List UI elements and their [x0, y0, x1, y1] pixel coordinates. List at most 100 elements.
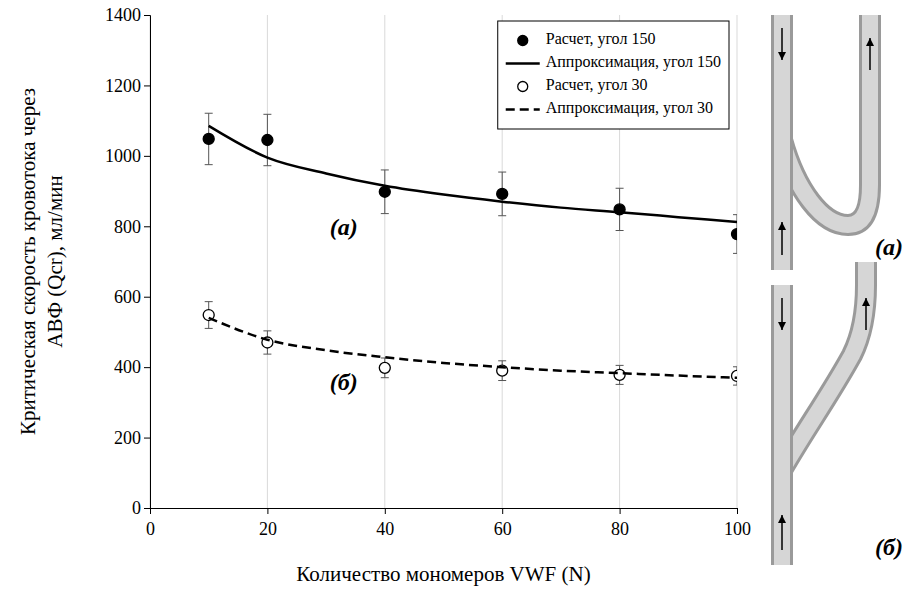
legend-item: Аппроксимация, угол 150	[506, 53, 721, 71]
fit-line	[209, 318, 737, 378]
legend-item: Расчет, угол 30	[518, 76, 648, 94]
x-tick: 80	[611, 508, 629, 539]
data-point	[614, 369, 625, 380]
x-tick: 60	[494, 508, 512, 539]
legend-label: Расчет, угол 150	[546, 30, 656, 48]
y-tick: 1400	[105, 5, 150, 25]
error-bar-cap	[733, 253, 737, 254]
error-bar-cap	[205, 301, 213, 302]
y-tick-label: 200	[114, 428, 141, 448]
y-tick-mark	[144, 297, 150, 298]
x-tick: 40	[376, 508, 394, 539]
flow-arrow-head	[778, 515, 786, 523]
plot-area	[203, 113, 737, 385]
error-bar-cap	[616, 384, 624, 385]
data-point	[732, 370, 738, 381]
error-bar-cap	[498, 215, 506, 216]
legend-item: Аппроксимация, угол 30	[506, 99, 713, 117]
legend: Расчет, угол 150 Аппроксимация, угол 150 Р…	[498, 21, 729, 129]
y-tick: 800	[114, 217, 150, 237]
y-tick-mark	[144, 85, 150, 86]
legend-frame	[498, 21, 729, 129]
legend-symbol	[518, 36, 528, 46]
x-tick-mark	[620, 508, 621, 514]
annotation: (б)	[330, 369, 358, 395]
error-bar-cap	[498, 172, 506, 173]
y-tick-mark	[144, 15, 150, 16]
data-point	[497, 188, 508, 199]
x-tick-mark	[502, 508, 503, 514]
diagram-label: (а)	[875, 234, 903, 260]
y-tick-label: 400	[114, 357, 141, 377]
x-tick-label: 0	[146, 519, 155, 539]
y-tick-label: 1200	[105, 76, 141, 96]
error-bar-cap	[733, 366, 737, 367]
error-bar-cap	[616, 365, 624, 366]
x-tick-mark	[267, 508, 268, 514]
x-axis-line	[151, 509, 738, 515]
grid-line	[267, 15, 268, 508]
grid-line	[384, 15, 385, 508]
y-tick-mark	[144, 226, 150, 227]
grid-line	[737, 15, 738, 508]
legend-item: Расчет, угол 150	[518, 30, 656, 48]
y-tick-mark	[144, 438, 150, 439]
error-bar-cap	[498, 360, 506, 361]
error-bar-cap	[616, 188, 624, 189]
error-bar-cap	[205, 328, 213, 329]
x-tick-label: 20	[259, 519, 277, 539]
flow-arrow-head	[866, 38, 874, 46]
error-bar-cap	[263, 114, 271, 115]
error-bar-cap	[263, 354, 271, 355]
x-tick-label: 40	[376, 519, 394, 539]
y-tick: 1200	[105, 76, 150, 96]
vessel	[782, 15, 870, 225]
error-bar-cap	[381, 213, 389, 214]
x-axis-title: Количество мономеров VWF (N)	[296, 562, 590, 586]
y-tick-mark	[144, 508, 150, 509]
x-tick-mark	[737, 508, 738, 514]
error-bar-cap	[381, 169, 389, 170]
vessel-fill	[774, 15, 790, 270]
vessel	[771, 15, 793, 270]
error-bar-cap	[498, 380, 506, 381]
flow-arrow-head	[778, 322, 786, 330]
x-tick: 100	[724, 508, 751, 539]
y-tick-label: 1400	[105, 5, 141, 25]
legend-label: Расчет, угол 30	[546, 76, 648, 94]
vessel	[771, 285, 793, 565]
y-tick: 200	[114, 428, 150, 448]
error-bar-cap	[205, 164, 213, 165]
vessel-fill	[782, 262, 866, 470]
y-tick: 0	[132, 498, 150, 518]
x-tick-label: 60	[494, 519, 512, 539]
fit-line	[209, 126, 737, 222]
grid	[150, 15, 737, 508]
vessel-fill	[774, 285, 790, 565]
error-bar-cap	[205, 113, 213, 114]
y-axis-title: АВФ (Qcr), мл/мин	[43, 175, 67, 347]
chart: 0204060801000200400600800100012001400(а)…	[0, 0, 907, 595]
y-tick: 400	[114, 357, 150, 377]
legend-label: Аппроксимация, угол 30	[546, 99, 713, 117]
error-bar-cap	[381, 377, 389, 378]
data-point	[732, 229, 738, 240]
data-point	[203, 133, 214, 144]
error-bar-cap	[263, 330, 271, 331]
y-tick-label: 1000	[105, 146, 141, 166]
y-axis-line	[144, 16, 151, 509]
x-tick-label: 100	[724, 519, 751, 539]
vessel-fill	[782, 15, 870, 225]
y-tick-mark	[144, 367, 150, 368]
vessel	[782, 262, 866, 470]
error-bar-cap	[263, 165, 271, 166]
data-point	[262, 135, 273, 146]
schematics	[778, 15, 874, 565]
x-tick-label: 80	[611, 519, 629, 539]
x-tick: 20	[259, 508, 277, 539]
y-tick-label: 0	[132, 498, 141, 518]
y-axis: 0200400600800100012001400	[105, 5, 151, 518]
y-tick-label: 800	[114, 217, 141, 237]
flow-arrow-head	[778, 52, 786, 60]
annotation: (а)	[330, 214, 358, 240]
